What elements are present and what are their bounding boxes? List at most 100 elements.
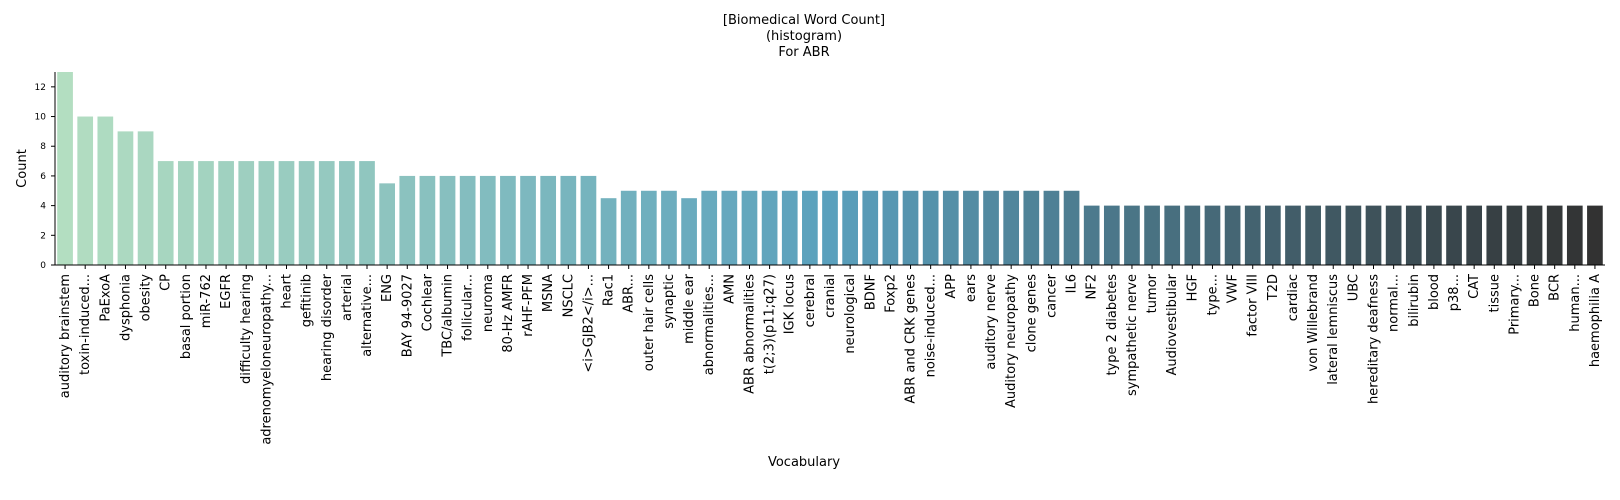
bar <box>983 190 999 265</box>
bar <box>922 190 939 265</box>
x-tick-label: TBC/albumin <box>441 274 456 358</box>
bar <box>1003 190 1020 265</box>
bar <box>238 161 255 265</box>
x-tick-label: CAT <box>1467 274 1482 299</box>
chart-title-line: (histogram) <box>766 29 842 44</box>
x-tick-label: Auditory neuropathy <box>1004 274 1019 408</box>
x-tick-label: ENG <box>380 274 395 302</box>
x-tick-label: middle ear <box>682 273 697 343</box>
bar <box>862 190 879 265</box>
x-tick-label: p38... <box>1447 274 1462 311</box>
bar <box>802 190 818 265</box>
x-tick-label: gefitinib <box>300 274 315 327</box>
bar <box>177 161 194 265</box>
bar <box>359 161 375 265</box>
bar <box>1204 205 1221 265</box>
x-tick-label: cardiac <box>1286 274 1301 321</box>
bar <box>1325 205 1342 265</box>
x-tick-label: tumor <box>1145 273 1160 313</box>
x-tick-label: hearing disorder <box>320 273 335 381</box>
x-tick-label: Bone <box>1528 274 1543 307</box>
x-tick-label: cranial <box>823 274 838 318</box>
bar <box>137 131 154 265</box>
bar <box>1526 205 1543 265</box>
x-tick-label: Primary... <box>1507 274 1522 335</box>
x-tick-label: UBC <box>1346 274 1361 301</box>
x-tick-label: T2D <box>1266 274 1281 301</box>
x-axis: auditory brainstem toxin-induced... PaExoA… <box>55 264 1605 445</box>
x-tick-label: VWF <box>1226 274 1241 303</box>
bar <box>1184 205 1201 265</box>
y-tick-label: 8 <box>40 142 46 152</box>
bar <box>1506 205 1523 265</box>
bar <box>1486 205 1503 265</box>
chart-title-line: For ABR <box>778 45 829 60</box>
bar <box>198 161 214 265</box>
bar <box>822 190 838 265</box>
x-tick-label: von Willebrand <box>1306 274 1321 371</box>
bar <box>1587 205 1603 265</box>
bar <box>258 161 275 265</box>
bar <box>1365 205 1382 265</box>
bar <box>520 175 536 265</box>
x-tick-label: obesity <box>139 274 154 322</box>
bar <box>882 190 899 265</box>
y-tick-label: 0 <box>40 261 46 271</box>
x-tick-label: hereditary deafness <box>1367 274 1382 404</box>
x-tick-label: outer hair cells <box>642 274 657 371</box>
x-tick-label: cerebral <box>803 274 818 327</box>
x-tick-label: Rac1 <box>602 274 617 306</box>
x-tick-label: human... <box>1568 274 1583 332</box>
x-tick-label: NSCLC <box>561 274 576 317</box>
bar <box>459 175 476 265</box>
x-tick-label: sympathetic nerve <box>1125 274 1140 396</box>
bar <box>1164 205 1181 265</box>
bar <box>761 190 778 265</box>
bar <box>640 190 657 265</box>
bar <box>1144 205 1160 265</box>
y-axis: 0 2 4 6 8 10 12 <box>35 72 56 271</box>
x-tick-label: neuroma <box>481 274 496 332</box>
x-tick-label: BAY 94-9027 <box>400 274 415 357</box>
bar <box>339 161 355 265</box>
x-tick-label: cancer <box>1044 273 1059 317</box>
bar <box>1244 205 1261 265</box>
bar <box>1466 205 1483 265</box>
y-tick-label: 2 <box>40 231 46 241</box>
y-axis-label: Count <box>15 149 30 188</box>
bar <box>741 190 758 265</box>
x-tick-label: ears <box>964 274 979 302</box>
bar <box>721 190 738 265</box>
bar <box>399 175 416 265</box>
bar <box>1426 205 1442 265</box>
x-tick-label: bilirubin <box>1407 274 1422 327</box>
x-tick-label: ABR and CRK genes <box>904 274 919 404</box>
bar <box>379 183 395 265</box>
bar <box>902 190 919 265</box>
bar <box>419 175 436 265</box>
x-tick-label: follicular... <box>461 274 476 341</box>
x-tick-label: adrenomyeloneuropathy... <box>259 274 274 445</box>
bar <box>318 161 335 265</box>
bar <box>1265 205 1281 265</box>
bar <box>963 190 979 265</box>
x-tick-label: Cochlear <box>420 273 435 331</box>
bar <box>1405 205 1422 265</box>
chart-title: [Biomedical Word Count](histogram)For AB… <box>723 13 885 60</box>
x-tick-label: dysphonia <box>118 274 133 341</box>
bar <box>701 190 718 265</box>
x-tick-label: synaptic <box>662 274 677 329</box>
x-tick-label: IGK locus <box>783 274 798 335</box>
bar <box>1103 205 1120 265</box>
bar <box>1023 190 1040 265</box>
x-tick-label: PaExoA <box>98 274 113 322</box>
x-tick-label: toxin-induced... <box>78 274 93 375</box>
x-tick-label: BCR <box>1548 274 1563 301</box>
x-tick-label: lateral lemniscus <box>1326 274 1341 385</box>
x-tick-label: EGFR <box>219 274 234 309</box>
bar <box>681 198 697 265</box>
x-tick-label: clone genes <box>1024 274 1039 353</box>
bar <box>1566 205 1583 265</box>
bar <box>117 131 134 265</box>
